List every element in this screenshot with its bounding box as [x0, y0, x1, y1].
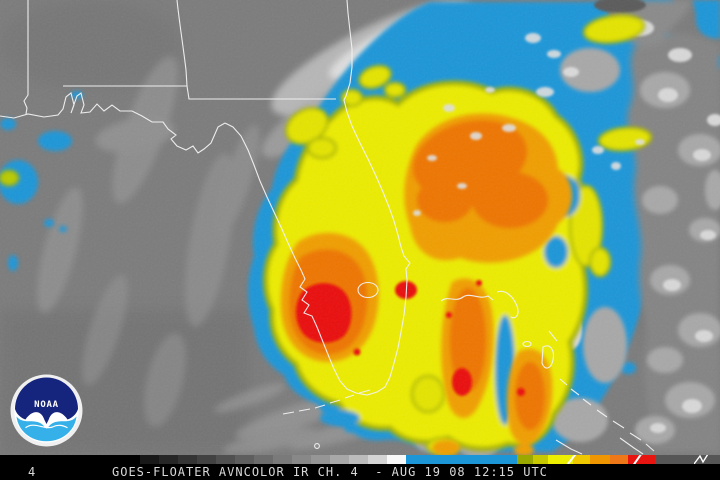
noaa-logo: NOAA	[10, 374, 83, 447]
bahamas-outlines	[440, 294, 494, 302]
color-scale	[0, 455, 720, 464]
map-lines	[0, 0, 655, 455]
color-scale-segment	[573, 455, 590, 464]
color-scale-segment	[368, 455, 387, 464]
color-scale-segment	[235, 455, 254, 464]
color-scale-segment	[197, 455, 216, 464]
florida-coastline	[224, 0, 411, 396]
island-chain-dashes	[559, 378, 655, 452]
color-scale-segment	[349, 455, 368, 464]
map-glyph-over-colorbar	[694, 455, 709, 464]
noaa-logo-sky	[15, 377, 78, 424]
color-scale-segment	[330, 455, 349, 464]
caption-channel-number: 4	[28, 465, 37, 479]
color-scale-segment	[387, 455, 406, 464]
state-border-lines	[23, 0, 29, 115]
image-grain-texture	[0, 0, 720, 455]
color-scale-segment	[517, 455, 533, 464]
color-scale-segment	[311, 455, 330, 464]
cuba-coast-lines	[555, 437, 644, 455]
color-scale-segment	[159, 455, 178, 464]
noaa-logo-text: NOAA	[34, 400, 59, 410]
color-scale-segment	[273, 455, 292, 464]
satellite-scene	[0, 0, 720, 455]
color-scale-segment	[254, 455, 273, 464]
color-scale-segment	[406, 455, 517, 464]
color-scale-segment	[655, 455, 720, 464]
gulf-coastline	[0, 92, 226, 154]
color-scale-segment	[628, 455, 655, 464]
color-scale-segment	[178, 455, 197, 464]
caption-bar: 4 GOES-FLOATER AVNCOLOR IR CH. 4 - AUG 1…	[0, 464, 720, 480]
lake-okeechobee-outline	[357, 281, 379, 299]
florida-keys-dashes	[282, 389, 371, 415]
color-scale-segment	[216, 455, 235, 464]
color-scale-segment	[0, 455, 140, 464]
noaa-logo-gull	[25, 424, 68, 429]
noaa-logo-sea	[16, 416, 77, 442]
color-scale-segment	[533, 455, 548, 464]
color-scale-segment	[292, 455, 311, 464]
color-scale-segment	[140, 455, 159, 464]
color-scale-segment	[610, 455, 628, 464]
color-scale-segment	[548, 455, 573, 464]
caption-title: GOES-FLOATER AVNCOLOR IR CH. 4 - AUG 19 …	[112, 465, 548, 479]
color-scale-segment	[590, 455, 610, 464]
